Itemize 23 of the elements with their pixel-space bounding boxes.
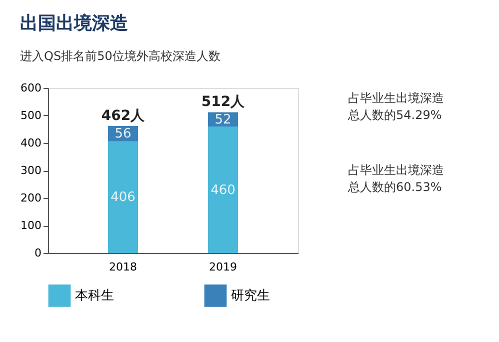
y-tick-label: 0 [34, 246, 42, 260]
total-label: 462人 [101, 108, 146, 124]
data-label: 406 [110, 190, 136, 206]
x-tick-label: 2019 [209, 260, 237, 274]
y-tick-label: 200 [20, 192, 42, 204]
data-label: 52 [214, 112, 232, 128]
legend-label: 研究生 [231, 288, 270, 304]
x-tick-label: 2018 [109, 260, 137, 274]
legend-label: 本科生 [75, 288, 114, 304]
bar [208, 126, 238, 253]
chart-subtitle: 进入QS排名前50位境外高校深造人数 [20, 49, 220, 63]
text: 占毕业生出境深造总人数的54.29% [347, 91, 444, 122]
data-label: 56 [114, 126, 132, 142]
y-tick-label: 500 [20, 109, 42, 122]
bar [108, 141, 138, 253]
y-tick-label: 100 [20, 219, 42, 232]
total-label: 512人 [201, 94, 246, 110]
y-tick-label: 600 [20, 82, 42, 94]
text: 占毕业生出境深造总人数的60.53% [347, 163, 444, 194]
y-tick-label: 300 [20, 164, 42, 177]
chart-title: 出国出境深造 [20, 13, 128, 34]
data-label: 460 [210, 182, 236, 198]
y-tick-label: 400 [20, 136, 42, 150]
